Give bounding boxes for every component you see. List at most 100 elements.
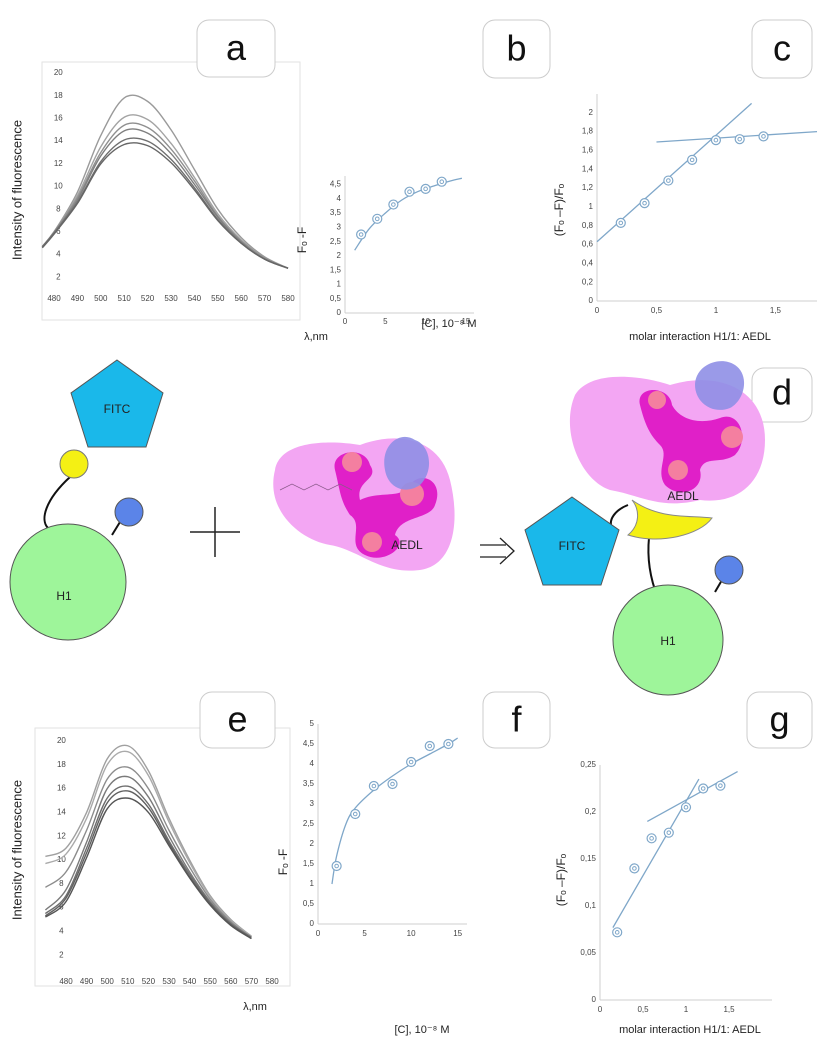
point-ring xyxy=(613,928,622,937)
point-ring xyxy=(699,784,708,793)
x-axis-label: λ,nm xyxy=(243,1001,267,1013)
data-point xyxy=(699,784,708,793)
y-tick-label: 0,25 xyxy=(580,760,596,769)
data-point xyxy=(425,742,434,751)
point-ring xyxy=(664,828,673,837)
x-tick-label: 15 xyxy=(453,929,462,938)
y-tick-label: 16 xyxy=(54,114,63,123)
panel-label: f xyxy=(511,699,522,740)
y-tick-label: 1 xyxy=(589,202,594,211)
point-ring xyxy=(351,810,360,819)
ligand-group xyxy=(384,437,429,490)
y-tick-label: 14 xyxy=(54,136,63,145)
y-tick-label: 3 xyxy=(337,222,342,231)
data-point xyxy=(357,230,366,239)
point-ring xyxy=(716,781,725,790)
linker xyxy=(611,505,628,528)
x-tick-label: 530 xyxy=(164,294,178,303)
data-point xyxy=(332,862,341,871)
y-tick-label: 8 xyxy=(59,879,64,888)
y-tick-label: 5 xyxy=(310,719,315,728)
y-axis-label: (Fₒ –F)/Fₒ xyxy=(552,183,566,236)
data-point xyxy=(437,177,446,186)
y-tick-label: 0,5 xyxy=(303,899,315,908)
x-tick-label: 570 xyxy=(258,294,272,303)
x-tick-label: 540 xyxy=(183,977,197,986)
y-tick-label: 4 xyxy=(310,759,315,768)
y-tick-label: 2 xyxy=(337,251,342,260)
data-point xyxy=(640,199,649,208)
side-group xyxy=(115,498,143,526)
point-ring xyxy=(616,218,625,227)
x-axis-label: molar interaction H1/1: AEDL xyxy=(629,331,771,343)
y-axis-label: (Fₒ –F)/Fₒ xyxy=(554,853,568,906)
panel-label: g xyxy=(769,699,789,740)
data-point xyxy=(388,780,397,789)
data-point xyxy=(682,803,691,812)
fit-line xyxy=(647,772,737,822)
data-point xyxy=(421,184,430,193)
panel-label: e xyxy=(227,699,247,740)
chart-panel: g (Fₒ –F)/Fₒ molar interaction H1/1: AEDL 0… xyxy=(554,692,812,1036)
spectrum-line xyxy=(45,767,251,938)
x-axis-label: molar interaction H1/1: AEDL xyxy=(619,1024,761,1036)
data-point xyxy=(389,200,398,209)
x-tick-label: 570 xyxy=(245,977,259,986)
y-tick-label: 2,5 xyxy=(303,819,315,828)
x-tick-label: 0,5 xyxy=(651,306,663,315)
x-tick-label: 0 xyxy=(316,929,321,938)
chart-panel: c (Fₒ –F)/Fₒ molar interaction H1/1: AEDL 0… xyxy=(552,20,817,343)
y-tick-label: 1,5 xyxy=(330,265,342,274)
plus xyxy=(190,507,240,557)
y-tick-label: 2 xyxy=(59,950,64,959)
y-tick-label: 14 xyxy=(57,808,66,817)
y-tick-label: 2 xyxy=(310,839,315,848)
y-tick-label: 0,8 xyxy=(582,221,594,230)
point-ring xyxy=(682,803,691,812)
data-point xyxy=(616,218,625,227)
point-ring xyxy=(369,782,378,791)
point-ring xyxy=(407,758,416,767)
figure: d FITC H1 AEDL AEDL FITC H xyxy=(0,0,823,1040)
x-tick-label: 550 xyxy=(211,294,225,303)
y-tick-label: 10 xyxy=(54,182,63,191)
point-ring xyxy=(405,187,414,196)
x-tick-label: 1 xyxy=(714,306,719,315)
x-tick-label: 0 xyxy=(343,317,348,326)
data-point xyxy=(735,135,744,144)
x-tick-label: 500 xyxy=(94,294,108,303)
y-tick-label: 0,2 xyxy=(582,277,594,286)
y-axis-label: Intensity of fluorescence xyxy=(9,120,24,260)
plot-frame xyxy=(35,728,290,986)
x-tick-label: 15 xyxy=(461,317,470,326)
y-tick-label: 12 xyxy=(57,831,66,840)
spectrum-line xyxy=(45,745,251,936)
y-tick-label: 1 xyxy=(337,280,342,289)
panel-label: c xyxy=(773,28,791,69)
x-tick-label: 5 xyxy=(362,929,367,938)
y-tick-label: 0,2 xyxy=(585,807,597,816)
data-point xyxy=(711,136,720,145)
linker xyxy=(112,522,120,535)
h1-text: H1 xyxy=(660,634,676,648)
y-tick-label: 18 xyxy=(54,91,63,100)
data-point xyxy=(373,214,382,223)
y-tick-label: 0 xyxy=(592,995,597,1004)
point-ring xyxy=(647,834,656,843)
point-ring xyxy=(389,200,398,209)
x-tick-label: 490 xyxy=(80,977,94,986)
x-tick-label: 1 xyxy=(684,1005,689,1014)
panel-label: b xyxy=(506,28,526,69)
y-tick-label: 2 xyxy=(589,108,594,117)
point-ring xyxy=(437,177,446,186)
spectrum-line xyxy=(45,776,251,937)
y-tick-label: 0,4 xyxy=(582,258,594,267)
y-tick-label: 4 xyxy=(56,250,61,259)
binding-site xyxy=(60,450,88,478)
x-tick-label: 1,5 xyxy=(723,1005,735,1014)
y-tick-label: 2,5 xyxy=(330,237,342,246)
point-ring xyxy=(332,862,341,871)
y-tick-label: 3,5 xyxy=(330,208,342,217)
point-ring xyxy=(630,864,639,873)
